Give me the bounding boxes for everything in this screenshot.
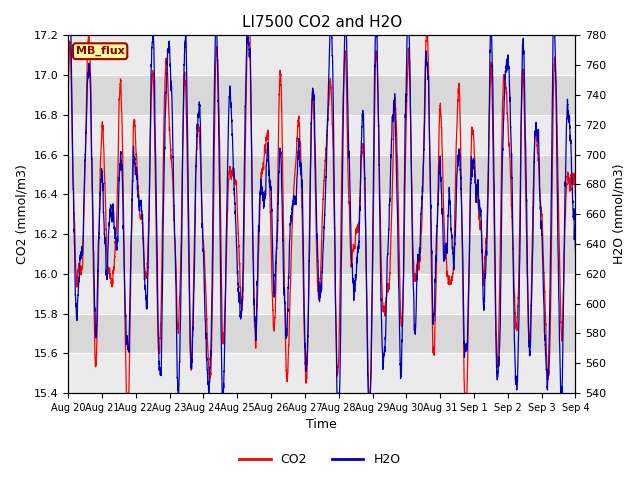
Bar	[68, 75, 575, 115]
Bar	[68, 353, 575, 393]
Bar	[68, 234, 575, 274]
Bar	[68, 115, 575, 155]
Bar	[68, 155, 575, 194]
Y-axis label: CO2 (mmol/m3): CO2 (mmol/m3)	[15, 164, 28, 264]
Bar	[68, 274, 575, 313]
Legend: CO2, H2O: CO2, H2O	[234, 448, 406, 471]
X-axis label: Time: Time	[307, 419, 337, 432]
Bar	[68, 313, 575, 353]
Title: LI7500 CO2 and H2O: LI7500 CO2 and H2O	[242, 15, 402, 30]
Bar	[68, 194, 575, 234]
Text: MB_flux: MB_flux	[76, 46, 125, 56]
Y-axis label: H2O (mmol/m3): H2O (mmol/m3)	[612, 164, 625, 264]
Bar	[68, 36, 575, 75]
